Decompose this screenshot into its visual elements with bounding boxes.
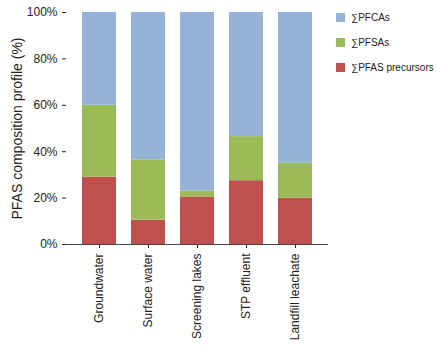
svg-text:PFAS composition profile (%): PFAS composition profile (%)	[9, 37, 25, 219]
svg-text:Groundwater: Groundwater	[92, 254, 106, 323]
html-text:∑PFSAs: ∑PFSAs	[351, 37, 390, 48]
svg-text:Landfill leachate: Landfill leachate	[288, 253, 302, 340]
svg-text:80%: 80%	[33, 52, 57, 66]
svg-text:20%: 20%	[33, 191, 57, 205]
svg-text:Screening lakes: Screening lakes	[190, 254, 204, 339]
svg-text:60%: 60%	[33, 98, 57, 112]
svg-text:40%: 40%	[33, 145, 57, 159]
svg-text:100%: 100%	[27, 5, 58, 19]
svg-text:0%: 0%	[40, 237, 58, 251]
html-text:∑PFCAs: ∑PFCAs	[351, 12, 390, 23]
html-text:∑PFAS precursors: ∑PFAS precursors	[351, 62, 434, 73]
svg-text:Surface water: Surface water	[141, 254, 155, 328]
svg-text:STP effluent: STP effluent	[239, 253, 253, 319]
